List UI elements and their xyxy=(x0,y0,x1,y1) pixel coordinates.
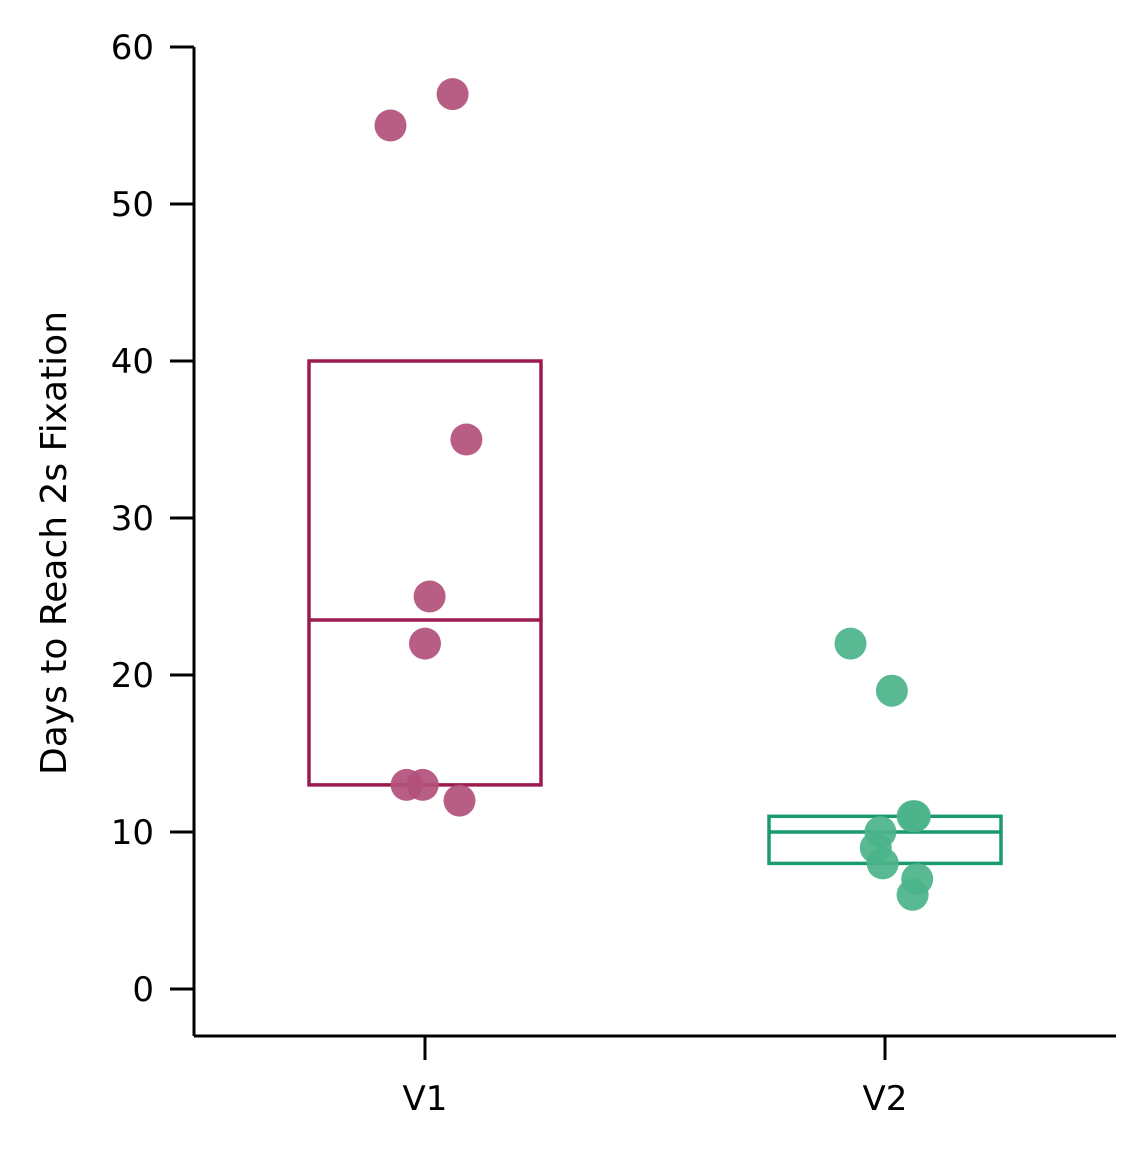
y-axis-label: Days to Reach 2s Fixation xyxy=(34,311,75,775)
y-axis: 0 10 20 30 40 50 60 xyxy=(111,28,196,1036)
data-point-v2 xyxy=(898,800,931,833)
y-tick-label: 50 xyxy=(111,185,154,225)
data-point-v1 xyxy=(450,423,483,456)
data-point-v2 xyxy=(834,627,867,660)
data-point-v1 xyxy=(374,109,407,142)
x-axis: V1 V2 xyxy=(194,1034,1116,1119)
x-tick-label: V2 xyxy=(863,1079,908,1119)
data-point-v1 xyxy=(409,627,441,660)
data-point-v1 xyxy=(413,580,446,613)
data-point-v2 xyxy=(875,674,908,707)
y-tick-label: 60 xyxy=(111,28,154,68)
y-tick-label: 30 xyxy=(111,499,154,539)
y-tick-label: 40 xyxy=(111,342,154,382)
data-point-v2 xyxy=(866,847,899,880)
y-tick-label: 20 xyxy=(111,656,154,696)
x-tick-label: V1 xyxy=(403,1079,448,1119)
points xyxy=(374,78,934,911)
data-point-v2 xyxy=(896,878,929,911)
box-v1 xyxy=(307,359,543,787)
y-tick-label: 0 xyxy=(132,970,154,1010)
data-point-v1 xyxy=(406,768,439,801)
data-point-v1 xyxy=(443,784,476,817)
y-tick-label: 10 xyxy=(111,813,154,853)
data-point-v1 xyxy=(436,78,469,111)
